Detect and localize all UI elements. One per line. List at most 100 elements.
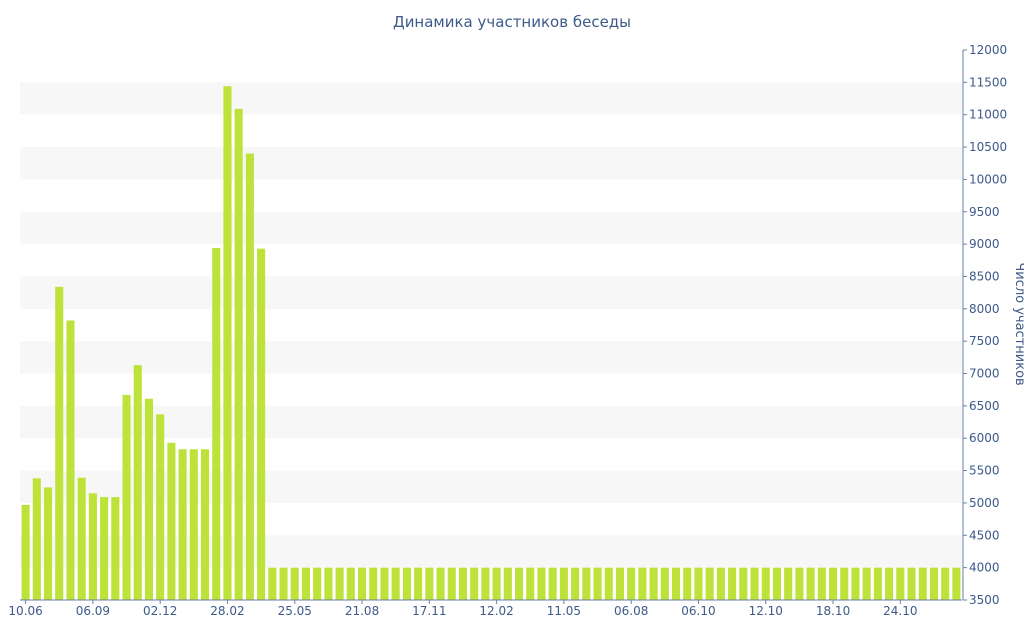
bar bbox=[279, 567, 288, 600]
bar bbox=[806, 567, 815, 600]
bar bbox=[402, 567, 411, 600]
bar bbox=[840, 567, 849, 600]
bar bbox=[862, 567, 871, 600]
x-tick-label: 24.10 bbox=[883, 604, 917, 618]
bar bbox=[885, 567, 894, 600]
grid-band bbox=[20, 535, 962, 568]
bar bbox=[301, 567, 310, 600]
bar bbox=[313, 567, 322, 600]
bar bbox=[716, 567, 725, 600]
grid-band bbox=[20, 405, 962, 439]
x-tick-label: 12.10 bbox=[749, 604, 783, 618]
bar bbox=[122, 394, 131, 600]
bar bbox=[212, 248, 221, 600]
bar bbox=[503, 567, 512, 600]
bar bbox=[346, 567, 355, 600]
bar bbox=[32, 478, 41, 600]
bar bbox=[223, 86, 232, 601]
bar bbox=[189, 449, 198, 600]
x-tick-label: 06.08 bbox=[614, 604, 648, 618]
bar bbox=[358, 567, 367, 600]
bar bbox=[515, 567, 524, 600]
bar bbox=[772, 567, 781, 600]
bar bbox=[660, 567, 669, 600]
bar bbox=[481, 567, 490, 600]
x-tick-label: 18.10 bbox=[816, 604, 850, 618]
bar bbox=[537, 567, 546, 600]
bar bbox=[694, 567, 703, 600]
bar bbox=[728, 567, 737, 600]
grid-band bbox=[20, 82, 962, 115]
bar bbox=[548, 567, 557, 600]
x-tick-label: 10.06 bbox=[8, 604, 42, 618]
bar bbox=[380, 567, 389, 600]
bar bbox=[896, 567, 905, 600]
bar bbox=[436, 567, 445, 600]
bar bbox=[268, 567, 277, 600]
bar bbox=[851, 567, 860, 600]
x-tick-label: 06.10 bbox=[681, 604, 715, 618]
chart-title: Динамика участников беседы bbox=[392, 13, 632, 31]
bar bbox=[414, 567, 423, 600]
x-tick-label: 25.05 bbox=[278, 604, 312, 618]
y-tick-label: 4500 bbox=[969, 528, 1000, 542]
bar bbox=[918, 567, 927, 600]
bar bbox=[66, 320, 75, 600]
bar bbox=[817, 567, 826, 600]
bar bbox=[929, 567, 938, 600]
bar bbox=[873, 567, 882, 600]
bar bbox=[829, 567, 838, 600]
bar bbox=[750, 567, 759, 600]
y-tick-label: 8500 bbox=[969, 269, 1000, 283]
y-tick-label: 11500 bbox=[969, 75, 1007, 89]
bar bbox=[290, 567, 299, 600]
bar bbox=[761, 567, 770, 600]
bar bbox=[559, 567, 568, 600]
bar bbox=[245, 153, 254, 600]
bar bbox=[201, 449, 210, 600]
bar bbox=[907, 567, 916, 600]
bar bbox=[335, 567, 344, 600]
grid-band bbox=[20, 211, 962, 245]
x-tick-label: 17.11 bbox=[412, 604, 446, 618]
grid-bands bbox=[20, 82, 962, 568]
y-tick-label: 11000 bbox=[969, 108, 1007, 122]
grid-band bbox=[20, 276, 962, 309]
grid-band bbox=[20, 341, 962, 374]
bar bbox=[739, 567, 748, 600]
bar bbox=[324, 567, 333, 600]
bars bbox=[21, 86, 961, 601]
bar bbox=[526, 567, 535, 600]
y-tick-label: 5000 bbox=[969, 496, 1000, 510]
y-tick-label: 9000 bbox=[969, 237, 1000, 251]
y-tick-label: 12000 bbox=[969, 43, 1007, 57]
bar bbox=[604, 567, 613, 600]
bar bbox=[458, 567, 467, 600]
y-axis: 3500 4000 4500 5000 5500 6000 6500 7000 7500 8000… bbox=[962, 43, 1007, 607]
bar bbox=[369, 567, 378, 600]
y-tick-label: 4000 bbox=[969, 561, 1000, 575]
bar bbox=[55, 286, 64, 600]
x-tick-label: 06.09 bbox=[76, 604, 110, 618]
bar bbox=[391, 567, 400, 600]
bar bbox=[100, 497, 109, 600]
bar bbox=[649, 567, 658, 600]
bar bbox=[705, 567, 714, 600]
bar bbox=[582, 567, 591, 600]
bar bbox=[571, 567, 580, 600]
y-tick-label: 10000 bbox=[969, 172, 1007, 186]
y-tick-label: 7000 bbox=[969, 367, 1000, 381]
x-tick-label: 02.12 bbox=[143, 604, 177, 618]
bar bbox=[156, 414, 165, 600]
bar bbox=[144, 398, 153, 600]
bar bbox=[88, 493, 97, 600]
bar bbox=[167, 442, 176, 600]
bar bbox=[470, 567, 479, 600]
y-tick-label: 10500 bbox=[969, 140, 1007, 154]
y-axis-label: Число участников bbox=[1012, 262, 1024, 385]
bar bbox=[593, 567, 602, 600]
bar bbox=[21, 504, 30, 600]
x-tick-label: 21.08 bbox=[345, 604, 379, 618]
bar bbox=[638, 567, 647, 600]
